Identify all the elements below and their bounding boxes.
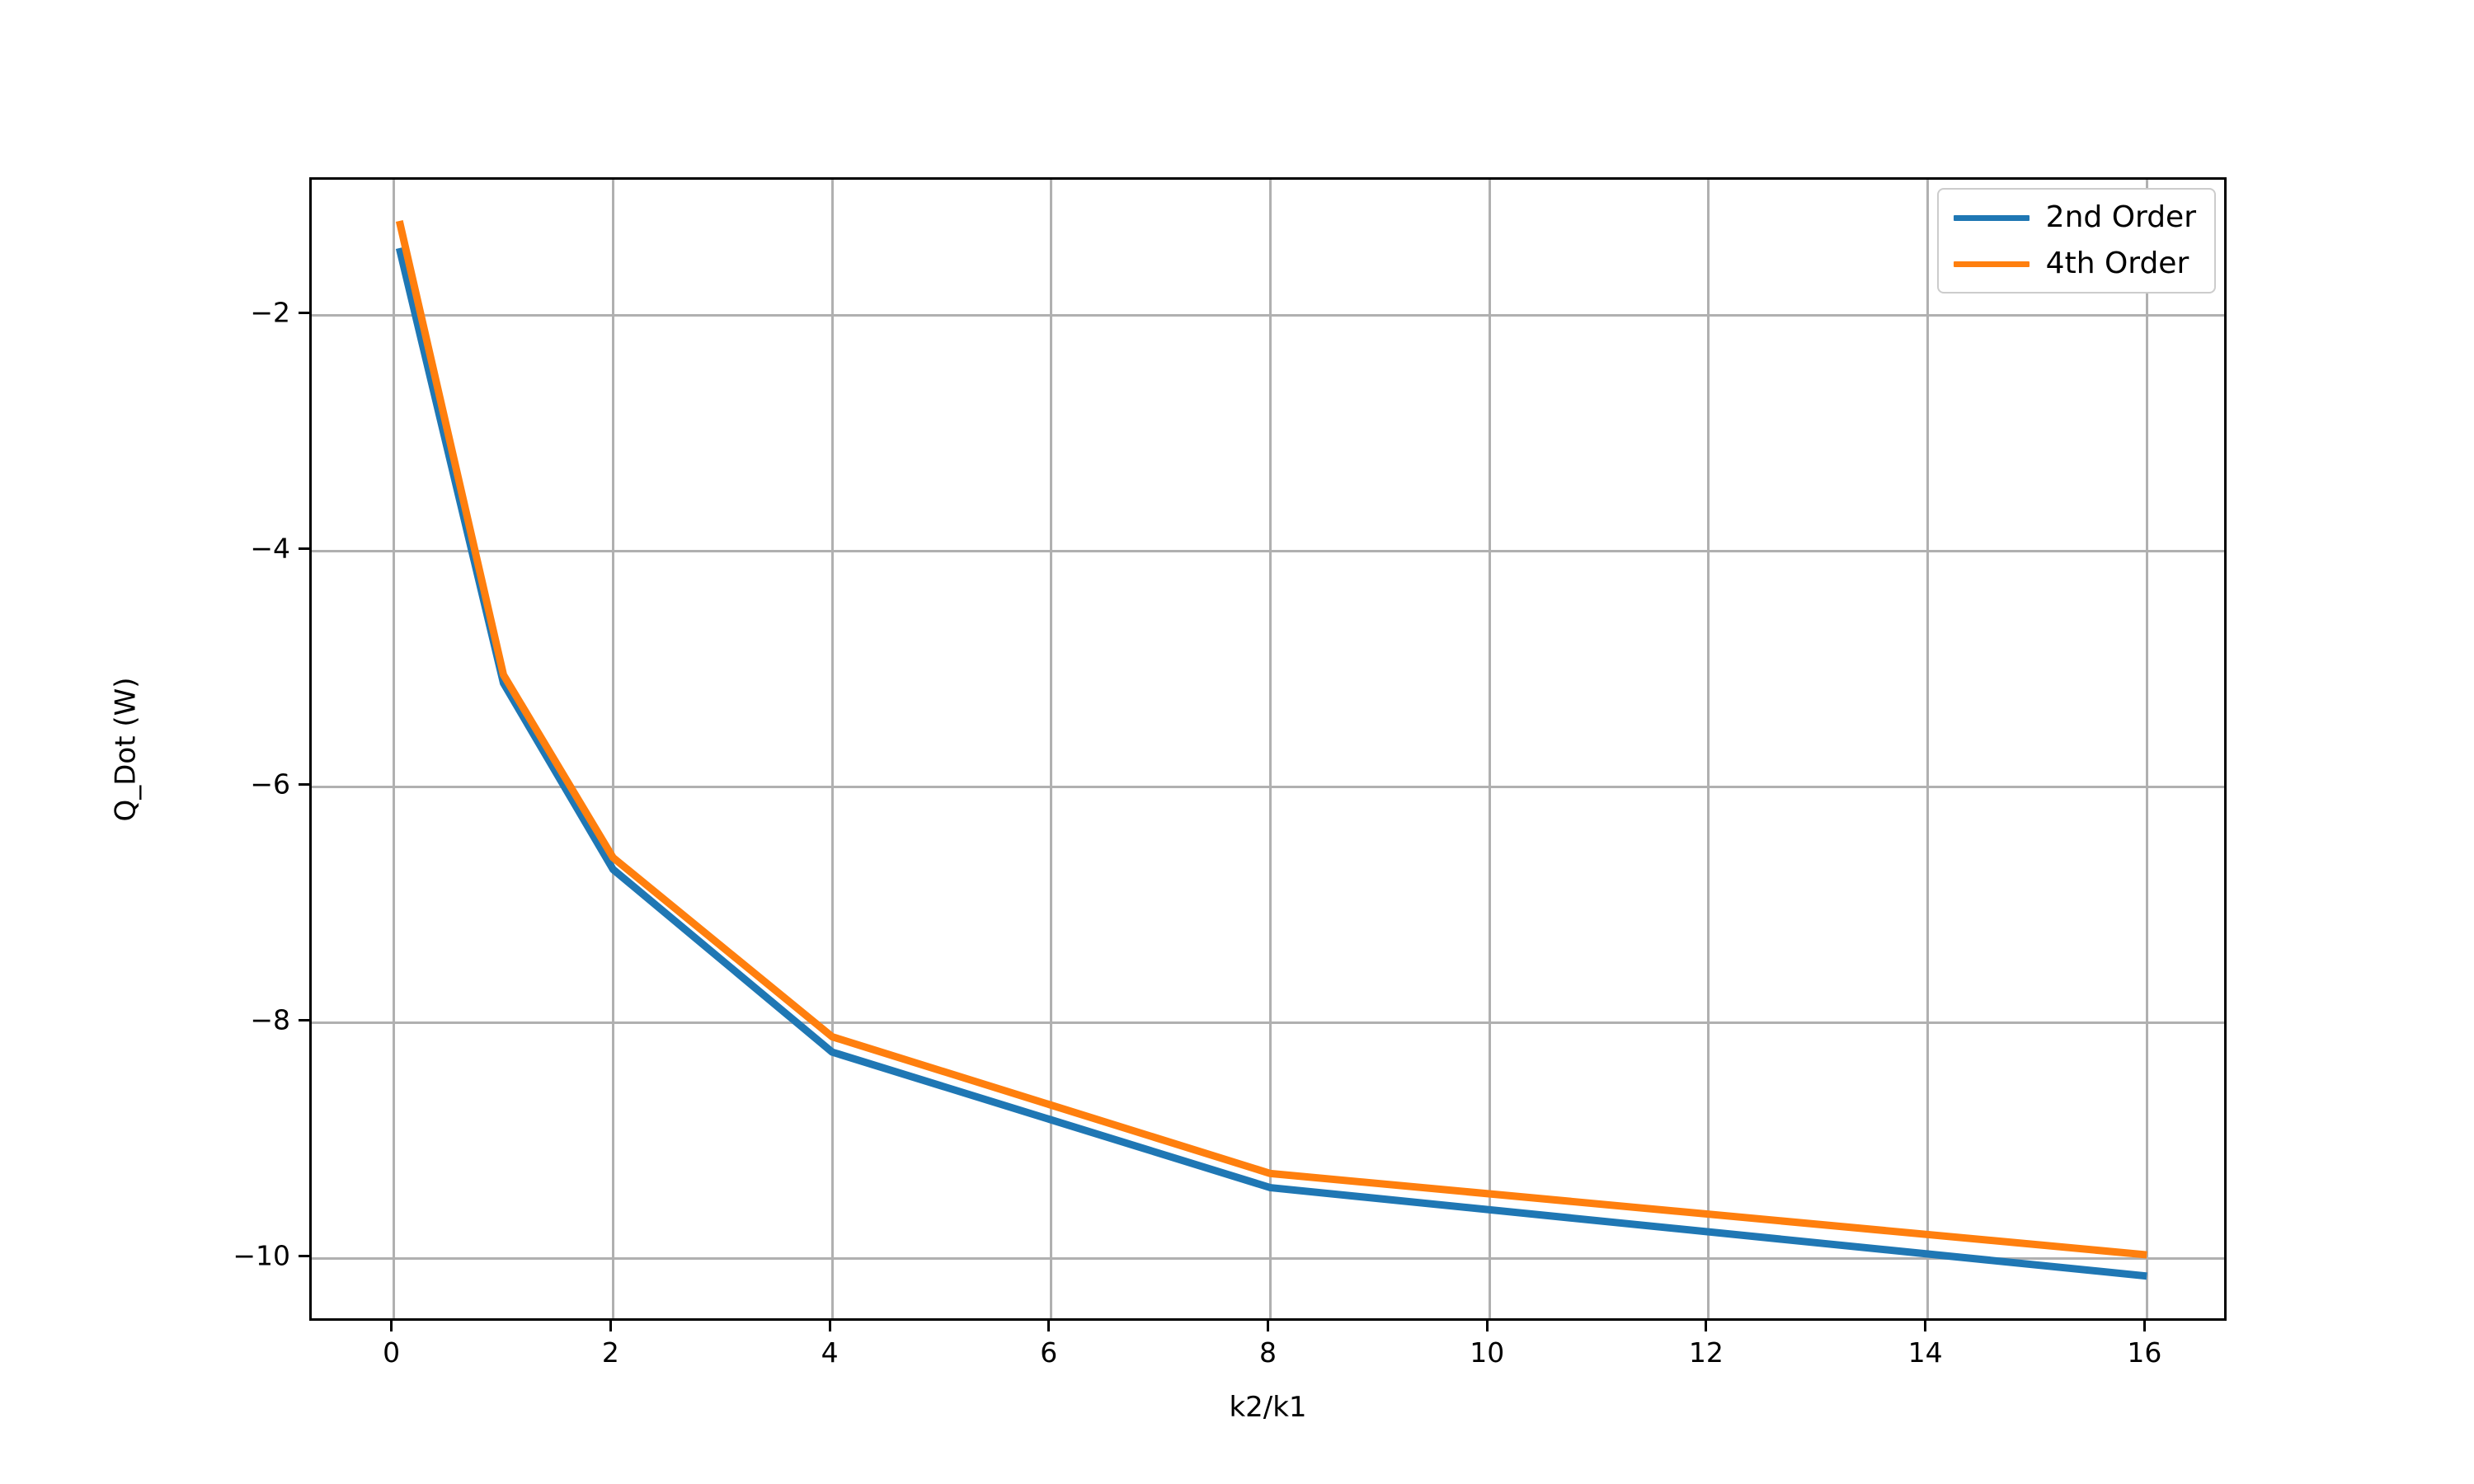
legend-label: 2nd Order bbox=[2045, 200, 2196, 234]
gridline-horizontal bbox=[312, 313, 2224, 317]
x-tick-label: 8 bbox=[1259, 1336, 1277, 1369]
gridline-vertical bbox=[2145, 180, 2148, 1318]
x-tick-mark bbox=[1924, 1321, 1927, 1331]
gridline-horizontal bbox=[312, 1256, 2224, 1260]
gridline-vertical bbox=[393, 180, 396, 1318]
data-lines bbox=[395, 220, 2147, 1280]
x-tick-mark bbox=[1485, 1321, 1489, 1331]
y-tick-label: −8 bbox=[250, 1003, 290, 1036]
x-tick-label: 12 bbox=[1688, 1336, 1724, 1369]
y-tick-mark bbox=[299, 311, 309, 314]
x-tick-label: 6 bbox=[1040, 1336, 1058, 1369]
x-tick-label: 14 bbox=[1907, 1336, 1943, 1369]
gridline-vertical bbox=[1926, 180, 1930, 1318]
x-tick-mark bbox=[828, 1321, 831, 1331]
gridline-vertical bbox=[1269, 180, 1272, 1318]
x-tick-mark bbox=[609, 1321, 612, 1331]
data-line-4th-order bbox=[395, 220, 2147, 1259]
legend[interactable]: 2nd Order 4th Order bbox=[1936, 188, 2216, 294]
x-tick-mark bbox=[1047, 1321, 1051, 1331]
y-tick-label: −10 bbox=[233, 1239, 290, 1272]
gridline-vertical bbox=[611, 180, 614, 1318]
y-tick-mark bbox=[299, 1254, 309, 1257]
x-tick-label: 10 bbox=[1470, 1336, 1505, 1369]
gridline-vertical bbox=[1488, 180, 1491, 1318]
x-axis-label: k2/k1 bbox=[1229, 1391, 1307, 1424]
legend-entry[interactable]: 2nd Order bbox=[1953, 200, 2196, 234]
gridline-vertical bbox=[830, 180, 834, 1318]
gridline-vertical bbox=[1050, 180, 1053, 1318]
plot-area: 2nd Order 4th Order bbox=[309, 177, 2227, 1321]
y-axis-label-text: Q_Dot (W) bbox=[109, 676, 143, 822]
y-tick-label: −6 bbox=[250, 768, 290, 801]
x-tick-mark bbox=[1705, 1321, 1708, 1331]
legend-label: 4th Order bbox=[2045, 247, 2189, 280]
legend-line-swatch bbox=[1953, 214, 2030, 221]
y-tick-mark bbox=[299, 547, 309, 550]
gridline-horizontal bbox=[312, 1021, 2224, 1024]
y-axis-label: Q_Dot (W) bbox=[0, 177, 198, 1321]
data-line-2nd-order bbox=[395, 247, 2147, 1280]
y-tick-mark bbox=[299, 782, 309, 786]
x-tick-label: 4 bbox=[821, 1336, 839, 1369]
x-tick-mark bbox=[1267, 1321, 1269, 1331]
x-tick-label: 0 bbox=[383, 1336, 401, 1369]
x-tick-label: 16 bbox=[2127, 1336, 2162, 1369]
y-tick-label: −4 bbox=[250, 532, 290, 565]
gridline-vertical bbox=[1707, 180, 1710, 1318]
y-tick-mark bbox=[299, 1018, 309, 1021]
legend-line-swatch bbox=[1953, 261, 2030, 267]
x-tick-label: 2 bbox=[601, 1336, 619, 1369]
x-tick-mark bbox=[390, 1321, 393, 1331]
gridline-horizontal bbox=[312, 549, 2224, 552]
x-tick-mark bbox=[2142, 1321, 2146, 1331]
y-tick-label: −2 bbox=[250, 296, 290, 329]
legend-entry[interactable]: 4th Order bbox=[1953, 247, 2196, 280]
gridline-horizontal bbox=[312, 785, 2224, 788]
